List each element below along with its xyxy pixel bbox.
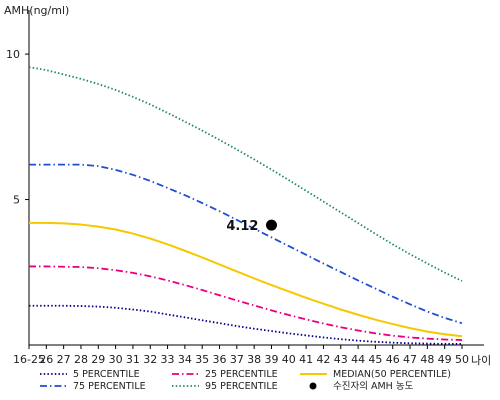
- x-tick-label: 45: [368, 353, 382, 366]
- legend-label-75-percentile: 75 PERCENTILE: [73, 381, 146, 392]
- x-tick-label: 37: [230, 353, 244, 366]
- x-tick-label: 47: [403, 353, 417, 366]
- x-tick-label: 31: [126, 353, 140, 366]
- patient-amh-label: 4.12: [226, 219, 258, 234]
- legend-label-median-50-percentile: MEDIAN(50 PERCENTILE): [333, 369, 451, 380]
- x-tick-label: 50: [455, 353, 469, 366]
- x-tick-label: 35: [195, 353, 209, 366]
- x-tick-label: 26: [39, 353, 53, 366]
- x-axis-title: 나이: [471, 354, 491, 367]
- x-tick-label: 41: [299, 353, 313, 366]
- legend-label-5-percentile: 5 PERCENTILE: [73, 369, 140, 380]
- legend-label-patient-point: 수진자의 AMH 농도: [333, 381, 414, 392]
- x-tick-label: 40: [282, 353, 296, 366]
- x-tick-label: 38: [247, 353, 261, 366]
- legend-swatch-patient-point: [309, 382, 317, 390]
- x-tick-label: 36: [213, 353, 227, 366]
- x-tick-label: 33: [161, 353, 175, 366]
- x-tick-label: 27: [57, 353, 71, 366]
- x-tick-label: 30: [109, 353, 123, 366]
- series-lines: [28, 66, 463, 345]
- legend-label-95-percentile: 95 PERCENTILE: [205, 381, 278, 392]
- x-tick-label: 39: [264, 353, 278, 366]
- patient-point: 4.12: [226, 219, 277, 234]
- series-line-5-percentile: [29, 304, 462, 345]
- series-line-75-percentile: [29, 163, 463, 325]
- y-tick-label: 10: [6, 48, 20, 61]
- x-tick-label: 34: [178, 353, 192, 366]
- x-tick-label: 29: [91, 353, 105, 366]
- series-line-median-50-percentile-: [29, 221, 463, 338]
- patient-amh-point: [265, 219, 277, 231]
- x-tick-label: 16-25: [13, 353, 45, 366]
- x-tick-label: 32: [143, 353, 157, 366]
- x-tick-label: 48: [420, 353, 434, 366]
- x-tick-label: 44: [351, 353, 365, 366]
- x-tick-label: 49: [438, 353, 452, 366]
- legend-label-25-percentile: 25 PERCENTILE: [205, 369, 278, 380]
- x-tick-label: 43: [334, 353, 348, 366]
- x-tick-label: 28: [74, 353, 88, 366]
- x-tick-label: 42: [316, 353, 330, 366]
- series-line-25-percentile: [29, 265, 463, 341]
- x-tick-label: 46: [386, 353, 400, 366]
- y-tick-label: 5: [13, 194, 20, 207]
- y-axis-title: AMH(ng/ml): [4, 4, 69, 17]
- series-line-95-percentile: [28, 66, 463, 282]
